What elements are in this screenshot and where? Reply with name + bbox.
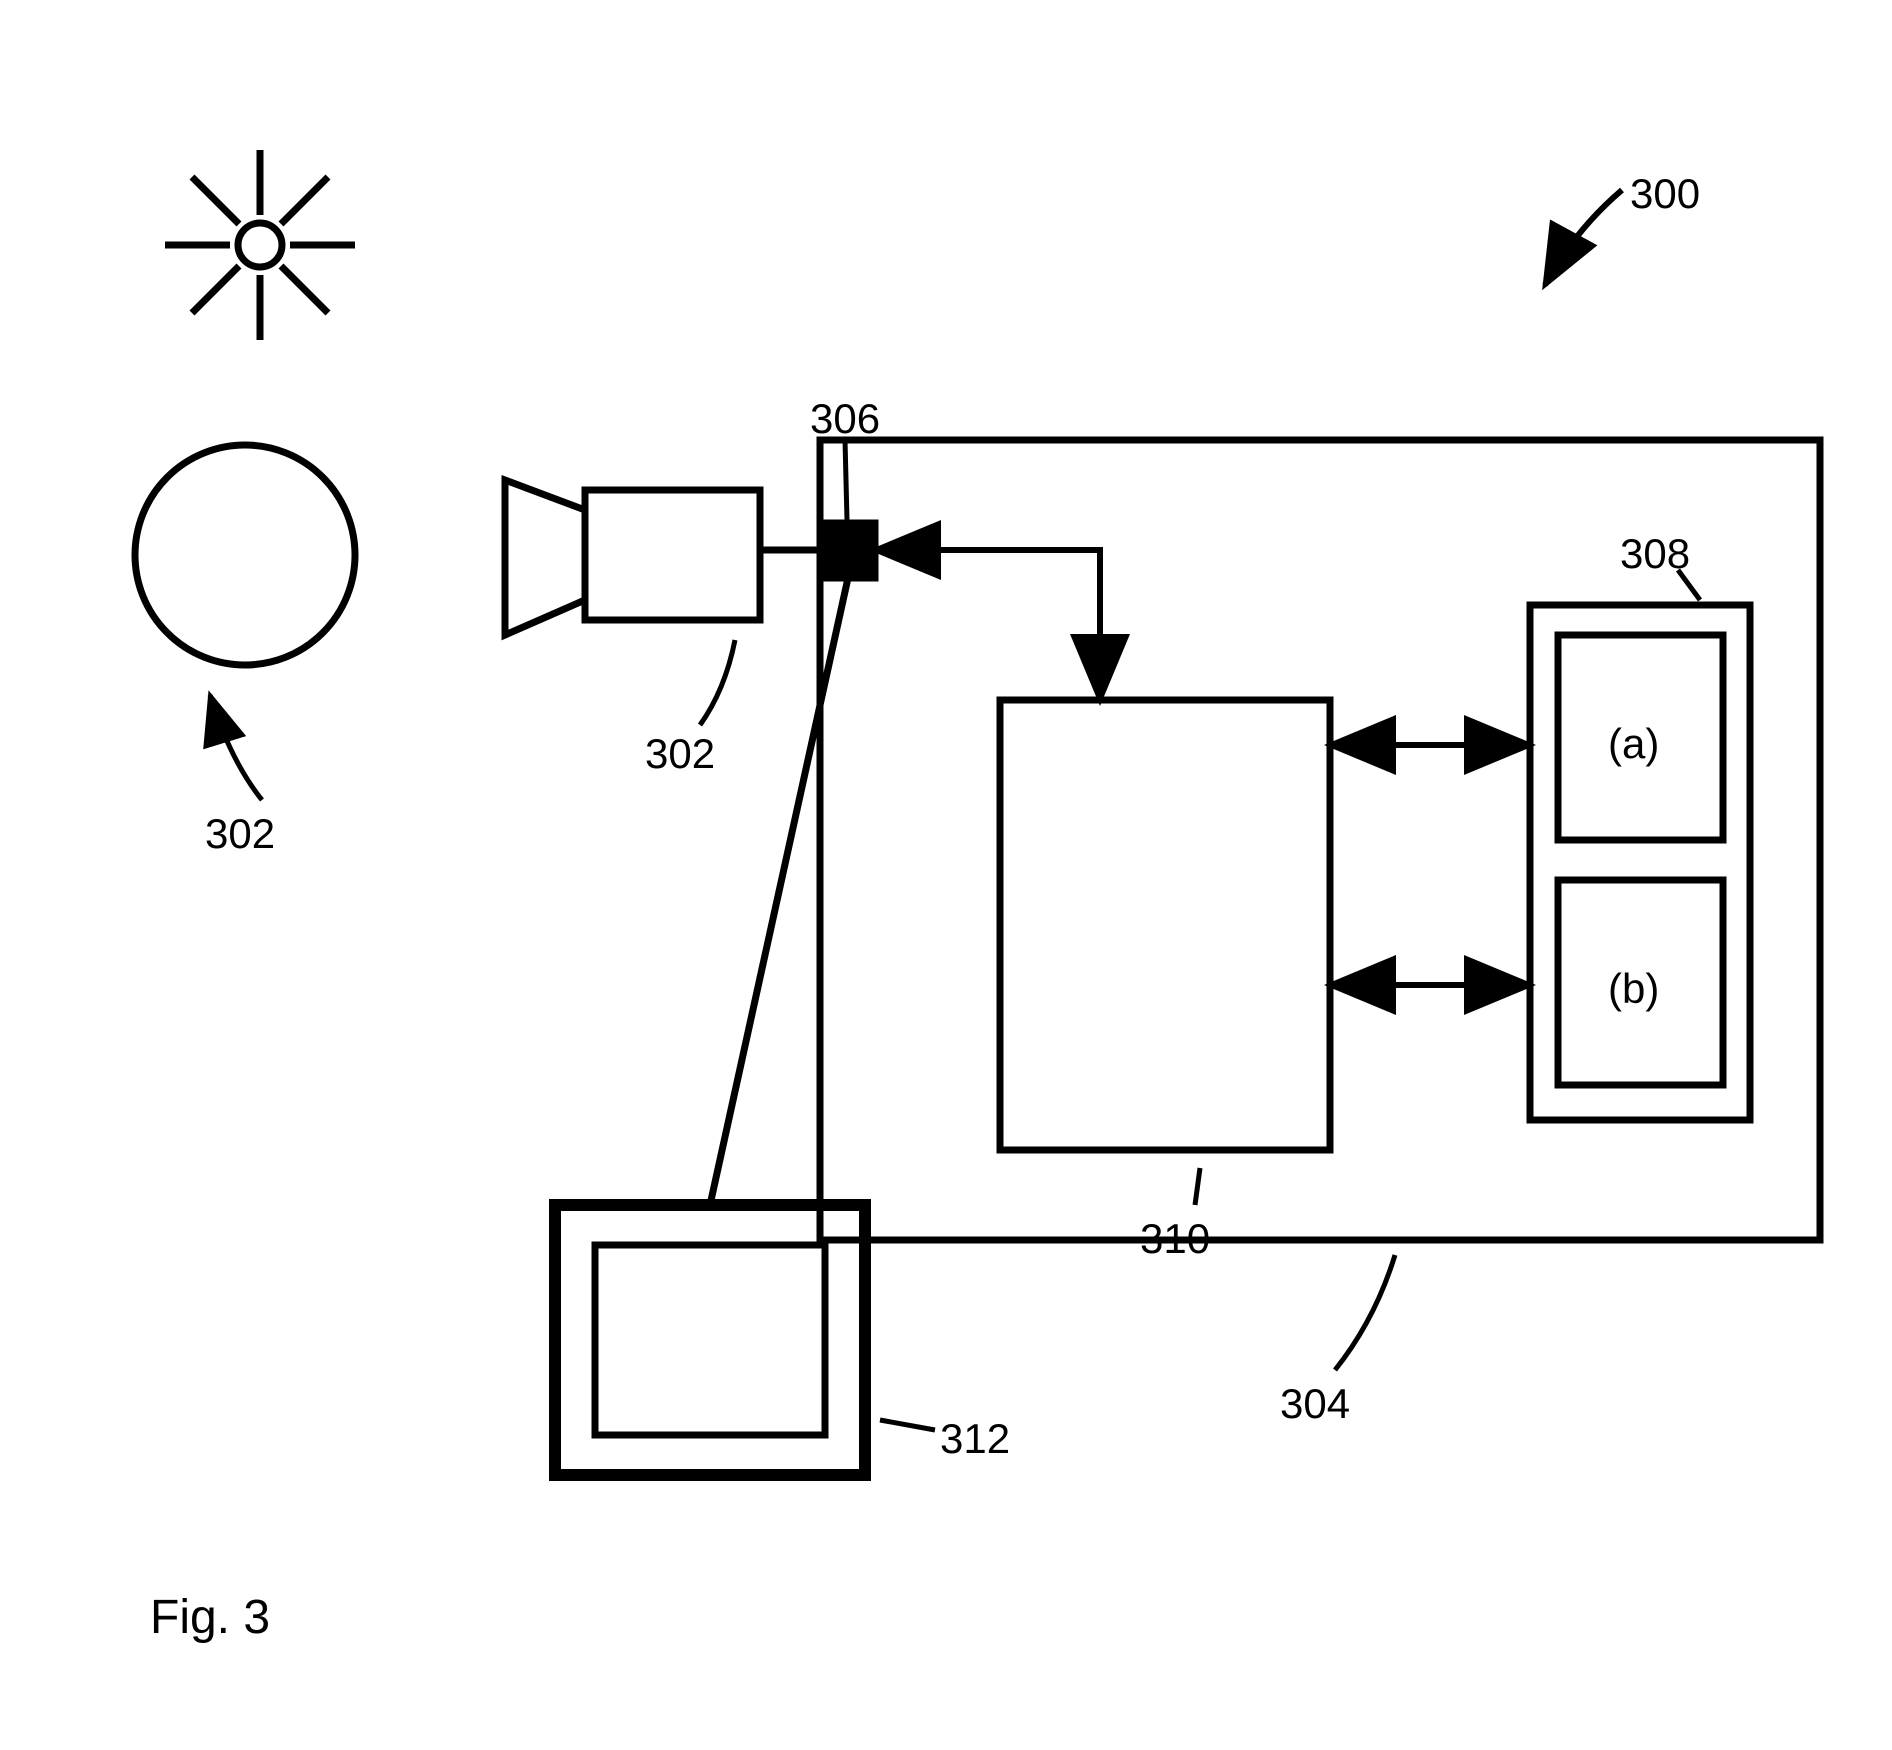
object-circle bbox=[135, 445, 355, 665]
leader-310 bbox=[1195, 1168, 1200, 1205]
label-306: 306 bbox=[810, 395, 880, 443]
leader-300 bbox=[1545, 190, 1622, 285]
label-300: 300 bbox=[1630, 170, 1700, 218]
leader-312 bbox=[880, 1420, 935, 1430]
diagram-svg bbox=[0, 0, 1892, 1750]
label-308: 308 bbox=[1620, 530, 1690, 578]
leader-302-circle bbox=[210, 695, 262, 800]
leader-306 bbox=[845, 440, 847, 520]
label-304: 304 bbox=[1280, 1380, 1350, 1428]
conn-interface-monitor bbox=[710, 578, 848, 1205]
figure-caption: Fig. 3 bbox=[150, 1590, 270, 1645]
processor-block bbox=[1000, 700, 1330, 1150]
leader-304 bbox=[1335, 1255, 1395, 1370]
camera-icon bbox=[505, 480, 760, 635]
figure-canvas: 300 302 302 306 308 310 312 304 (a) (b) … bbox=[0, 0, 1892, 1750]
conn-interface-processor bbox=[875, 550, 1100, 700]
monitor-icon bbox=[555, 1205, 865, 1475]
storage-cell-b-text: (b) bbox=[1608, 965, 1659, 1013]
label-310: 310 bbox=[1140, 1215, 1210, 1263]
light-source-icon bbox=[165, 150, 355, 340]
interface-block bbox=[820, 523, 875, 578]
storage-block bbox=[1530, 605, 1750, 1120]
label-312: 312 bbox=[940, 1415, 1010, 1463]
storage-cell-a-text: (a) bbox=[1608, 720, 1659, 768]
label-302-camera: 302 bbox=[645, 730, 715, 778]
label-302-circle: 302 bbox=[205, 810, 275, 858]
leader-302-camera bbox=[700, 640, 735, 725]
